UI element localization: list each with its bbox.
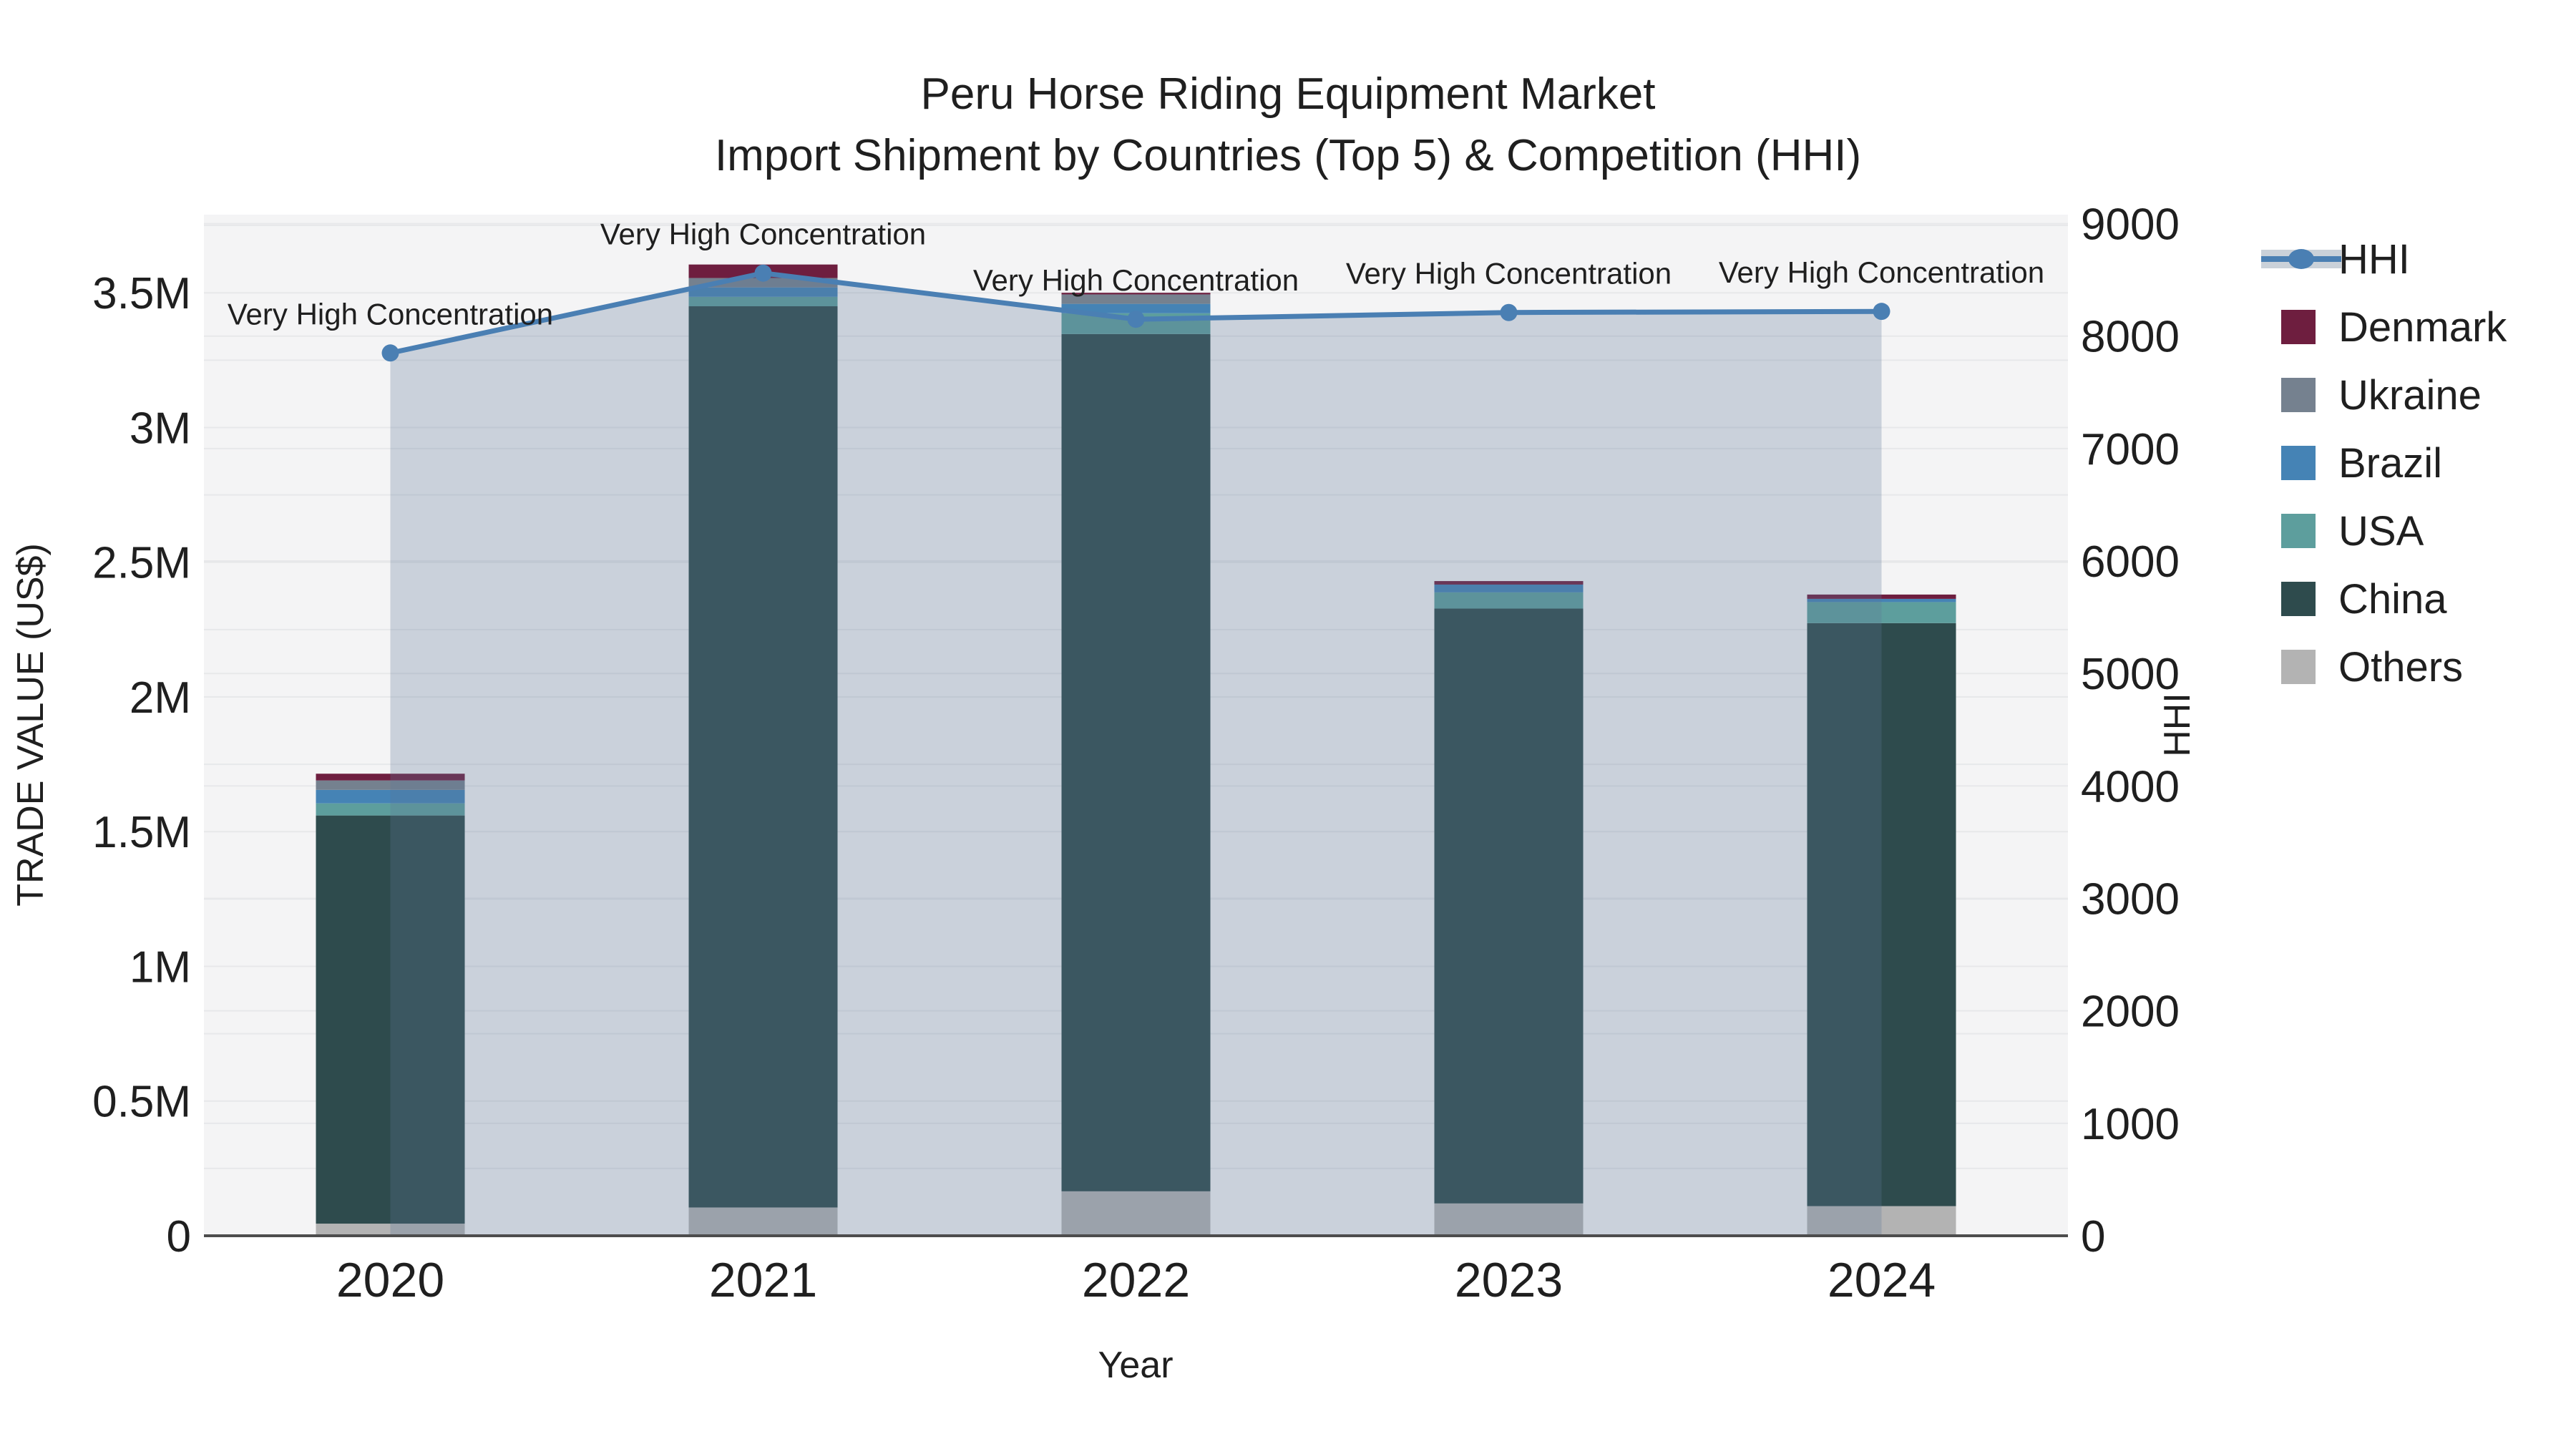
x-tick-2023: 2023 [1455,1253,1563,1307]
x-tick-2024: 2024 [1828,1253,1936,1307]
hhi-marker-2022 [1127,311,1145,328]
x-tick-2020: 2020 [336,1253,444,1307]
x-tick-2021: 2021 [709,1253,817,1307]
bar-segment-others-2020 [316,1224,465,1236]
legend-item-hhi[interactable]: HHI [2261,236,2410,283]
axis-layer: 0 0.5M 1M 1.5M 2M 2.5M 3M 3.5M 0 1000 2000 3000 4000… [92,200,2180,1307]
bar-segment-brazil-2020 [316,789,465,804]
bar-segment-china-2023 [1434,608,1584,1204]
annotation-layer: Very High Concentration Very High Concent… [228,218,2044,331]
bar-segment-china-2022 [1061,333,1211,1191]
y-right-tick-5000: 5000 [2081,650,2180,699]
legend-swatch-denmark [2281,310,2316,344]
legend-label-usa: USA [2338,508,2424,555]
chart-subtitle: Import Shipment by Countries (Top 5) & C… [715,131,1861,180]
bar-segment-ukraine-2022 [1061,294,1211,304]
legend-label-ukraine: Ukraine [2338,372,2482,419]
y-right-tick-0: 0 [2081,1212,2105,1262]
hhi-marker-2020 [381,344,399,362]
hhi-line-layer [381,264,1890,362]
x-axis-title: Year [1098,1345,1173,1386]
bar-segment-usa-2021 [688,296,838,307]
bar-segment-usa-2020 [316,803,465,816]
hhi-marker-2023 [1500,303,1518,321]
y-left-tick-1M: 1M [130,942,191,992]
bar-segment-denmark-2022 [1061,293,1211,295]
bar-segment-denmark-2020 [316,774,465,781]
hhi-legend-marker-icon [2288,249,2314,269]
legend-label-others: Others [2338,644,2463,691]
y-left-tick-2.5M: 2.5M [92,539,191,588]
bar-segment-others-2021 [688,1207,838,1236]
legend-label-china: China [2338,576,2447,623]
y-right-tick-7000: 7000 [2081,425,2180,474]
x-tick-2022: 2022 [1082,1253,1190,1307]
hhi-area-fill-layer [390,273,1882,1236]
legend-item-china[interactable]: China [2281,576,2447,623]
legend-label-hhi: HHI [2338,236,2410,283]
hhi-marker-2021 [754,264,772,282]
bar-segment-others-2023 [1434,1203,1584,1236]
annotation-2024: Very High Concentration [1719,255,2044,289]
y-right-tick-6000: 6000 [2081,537,2180,587]
bar-segment-china-2020 [316,815,465,1224]
y-right-tick-3000: 3000 [2081,875,2180,924]
y-left-tick-3M: 3M [130,404,191,453]
legend-item-denmark[interactable]: Denmark [2281,304,2507,351]
bar-segment-others-2022 [1061,1191,1211,1236]
legend-swatch-ukraine [2281,378,2316,412]
y-right-tick-8000: 8000 [2081,313,2180,362]
y-left-tick-2M: 2M [130,673,191,723]
legend-label-brazil: Brazil [2338,440,2442,487]
legend-swatch-china [2281,582,2316,616]
y-right-tick-4000: 4000 [2081,762,2180,811]
chart-title: Peru Horse Riding Equipment Market [921,69,1656,119]
bar-segment-brazil-2024 [1807,598,1956,602]
y-right-tick-1000: 1000 [2081,1100,2180,1149]
bar-segment-denmark-2023 [1434,581,1584,585]
bar-segment-usa-2023 [1434,592,1584,609]
y-right-tick-2000: 2000 [2081,987,2180,1037]
legend-item-usa[interactable]: USA [2281,508,2424,555]
bar-segment-brazil-2021 [688,287,838,297]
legend-item-ukraine[interactable]: Ukraine [2281,372,2482,419]
annotation-2023: Very High Concentration [1346,257,1672,291]
hhi-area-fill [390,273,1882,1236]
y-left-tick-0: 0 [167,1212,191,1262]
legend-label-denmark: Denmark [2338,304,2507,351]
legend-swatch-usa [2281,514,2316,548]
y-left-axis-title: TRADE VALUE (US$) [10,543,52,907]
y-right-tick-9000: 9000 [2081,200,2180,250]
annotation-2021: Very High Concentration [600,218,926,251]
bar-segment-china-2024 [1807,623,1956,1206]
annotation-2020: Very High Concentration [228,297,553,331]
bar-layer [316,264,1956,1236]
y-left-tick-1.5M: 1.5M [92,808,191,857]
annotation-2022: Very High Concentration [973,263,1299,297]
legend-swatch-brazil [2281,446,2316,480]
hhi-marker-2024 [1873,303,1890,321]
y-left-tick-0.5M: 0.5M [92,1078,191,1127]
y-left-tick-3.5M: 3.5M [92,269,191,318]
legend-item-others[interactable]: Others [2281,644,2463,691]
legend: HHI Denmark Ukraine Brazil USA China Others [2261,236,2507,691]
bar-segment-denmark-2024 [1807,594,1956,599]
bar-segment-brazil-2023 [1434,584,1584,592]
bar-segment-brazil-2022 [1061,303,1211,313]
legend-item-brazil[interactable]: Brazil [2281,440,2442,487]
bar-segment-china-2021 [688,306,838,1208]
legend-swatch-others [2281,650,2316,684]
bar-segment-others-2024 [1807,1206,1956,1236]
y-right-axis-title: HHI [2157,693,2198,757]
bar-segment-usa-2024 [1807,602,1956,623]
bar-segment-ukraine-2020 [316,780,465,790]
